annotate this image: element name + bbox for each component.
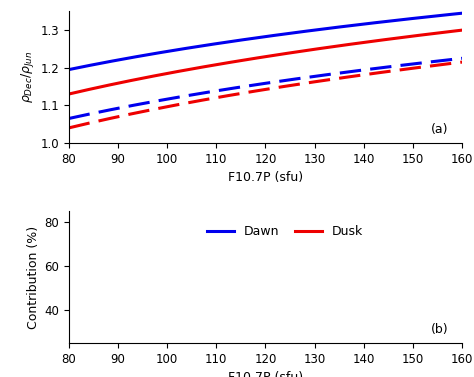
Y-axis label: $\rho_{Dec}/\rho_{Jun}$: $\rho_{Dec}/\rho_{Jun}$ [19, 51, 36, 103]
Y-axis label: Contribution (%): Contribution (%) [27, 226, 40, 329]
Text: (b): (b) [431, 323, 448, 337]
X-axis label: F10.7P (sfu): F10.7P (sfu) [228, 171, 303, 184]
X-axis label: F10.7P (sfu): F10.7P (sfu) [228, 371, 303, 377]
Text: (a): (a) [431, 123, 448, 136]
Legend: Dawn, Dusk: Dawn, Dusk [202, 220, 368, 243]
